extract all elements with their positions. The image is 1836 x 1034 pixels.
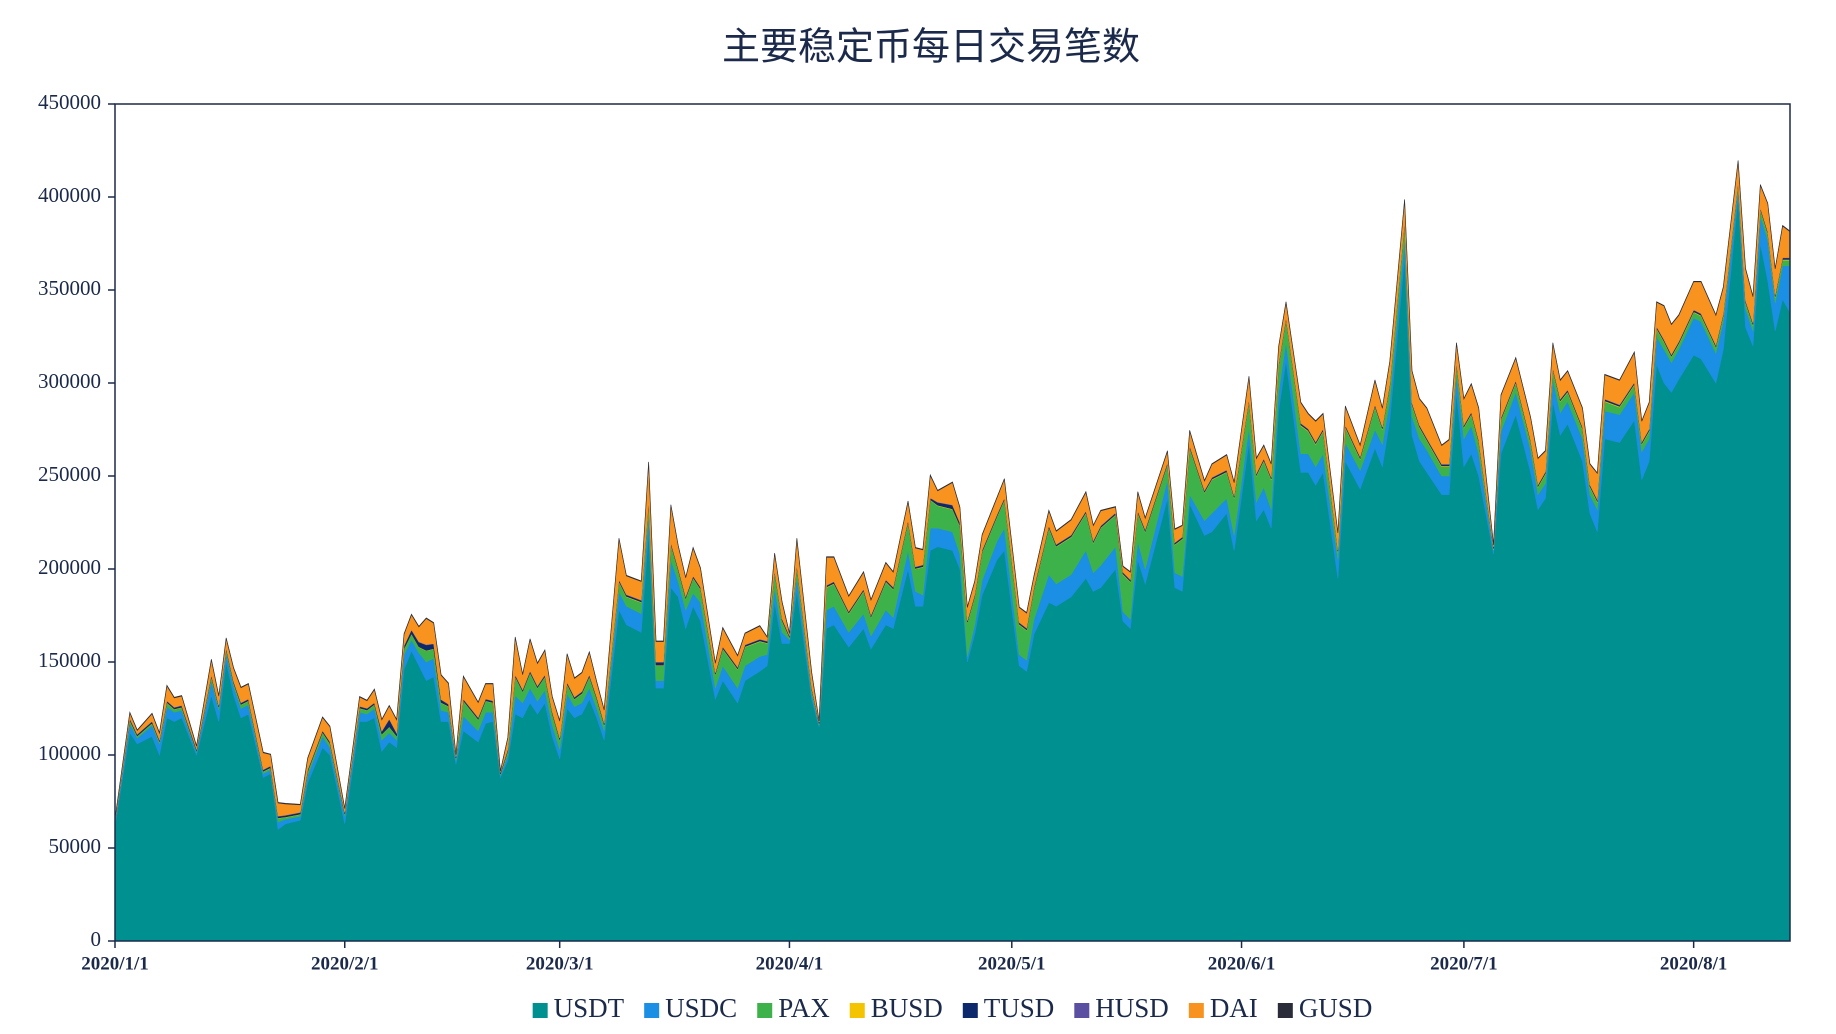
legend-label: TUSD xyxy=(984,993,1055,1023)
y-tick-label: 300000 xyxy=(38,369,101,393)
legend-label: HUSD xyxy=(1095,993,1169,1023)
legend-label: USDT xyxy=(554,993,625,1023)
legend-swatch xyxy=(1074,1003,1090,1018)
axes: 0 50000 100000 150000 200000 250000 300000 3500… xyxy=(38,90,1727,975)
chart-title: 主要稳定币每日交易笔数 xyxy=(722,25,1140,69)
legend-label: GUSD xyxy=(1299,993,1373,1023)
y-tick-label: 450000 xyxy=(38,90,101,114)
legend-swatch xyxy=(644,1003,660,1018)
y-tick-label: 400000 xyxy=(38,183,101,207)
x-tick-label: 2020/3/1 xyxy=(526,953,594,974)
legend: USDT USDC PAX BUSD TUSD HUSD DAI GUSD xyxy=(532,993,1373,1023)
x-tick-label: 2020/6/1 xyxy=(1208,953,1276,974)
legend-swatch xyxy=(1188,1003,1204,1018)
x-tick-label: 2020/7/1 xyxy=(1430,953,1498,974)
y-tick-label: 350000 xyxy=(38,276,101,300)
x-tick-label: 2020/8/1 xyxy=(1660,953,1728,974)
y-tick-label: 100000 xyxy=(38,741,101,765)
legend-swatch xyxy=(532,1003,548,1018)
x-tick-label: 2020/5/1 xyxy=(978,953,1046,974)
y-tick-label: 150000 xyxy=(38,648,101,672)
y-tick-label: 250000 xyxy=(38,462,101,486)
legend-swatch xyxy=(757,1003,773,1018)
y-tick-label: 50000 xyxy=(49,834,102,858)
legend-swatch xyxy=(962,1003,978,1018)
legend-label: PAX xyxy=(778,993,830,1023)
x-tick-label: 2020/1/1 xyxy=(81,953,149,974)
legend-label: BUSD xyxy=(871,993,943,1023)
legend-label: DAI xyxy=(1210,993,1258,1023)
x-tick-label: 2020/4/1 xyxy=(756,953,824,974)
y-tick-label: 0 xyxy=(91,927,102,951)
y-tick-label: 200000 xyxy=(38,555,101,579)
legend-swatch xyxy=(849,1003,865,1018)
legend-swatch xyxy=(1277,1003,1293,1018)
legend-label: USDC xyxy=(665,993,737,1023)
plot-area xyxy=(114,160,1791,942)
x-tick-label: 2020/2/1 xyxy=(311,953,379,974)
plot-frame xyxy=(114,103,1791,942)
area xyxy=(114,196,1791,942)
